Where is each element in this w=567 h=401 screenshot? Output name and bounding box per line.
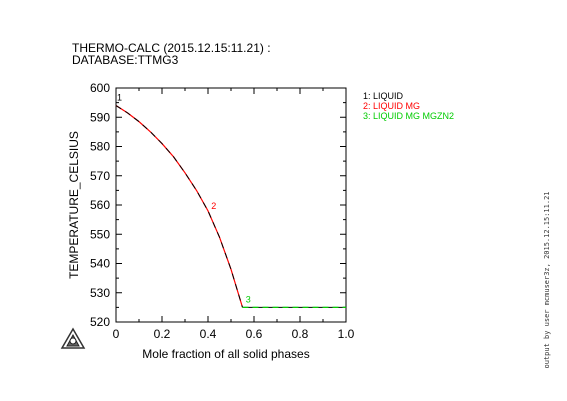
y-tick-label: 600 bbox=[90, 81, 110, 95]
curve-number-label: 3 bbox=[246, 294, 251, 304]
y-tick-label: 530 bbox=[90, 286, 110, 300]
y-tick-label: 580 bbox=[90, 140, 110, 154]
y-tick-label: 570 bbox=[90, 169, 110, 183]
curve-number-label: 1 bbox=[117, 93, 122, 103]
plot-area bbox=[115, 87, 347, 323]
y-tick-label: 540 bbox=[90, 257, 110, 271]
legend-entry: 1: LIQUID bbox=[363, 91, 404, 101]
legend-entry: 3: LIQUID MG MGZN2 bbox=[363, 111, 454, 121]
series-layer: 1 2 3 bbox=[115, 93, 346, 308]
output-info-text: output by user mcmuser3z, 2015.12.15:11.… bbox=[543, 191, 551, 368]
legend-entry: 2: LIQUID MG bbox=[363, 101, 420, 111]
y-tick-label: 520 bbox=[90, 315, 110, 329]
y-tick-label: 560 bbox=[90, 198, 110, 212]
plot-frame bbox=[115, 87, 347, 323]
curve-number-label: 2 bbox=[211, 201, 216, 211]
series-line-liquid-mg bbox=[115, 105, 244, 308]
x-tick-label: 0.2 bbox=[154, 327, 171, 341]
y-tick-label: 590 bbox=[90, 110, 110, 124]
x-tick-label: 0 bbox=[113, 327, 120, 341]
chart-title-line-1: THERMO-CALC (2015.12.15:11.21) : bbox=[72, 41, 271, 55]
x-tick-label: 0.4 bbox=[200, 327, 217, 341]
x-tick-label: 0.6 bbox=[246, 327, 263, 341]
x-axis: 0 0.2 0.4 0.6 0.8 1.0 bbox=[113, 88, 355, 341]
thermo-calc-logo bbox=[60, 327, 86, 349]
x-axis-label: Mole fraction of all solid phases bbox=[142, 347, 309, 361]
series-line-liquid bbox=[115, 105, 243, 308]
y-axis-label: TEMPERATURE_CELSIUS bbox=[67, 131, 81, 279]
y-axis: 520 530 540 550 560 570 580 590 600 bbox=[90, 81, 346, 329]
y-tick-label: 550 bbox=[90, 227, 110, 241]
chart-title-line-2: DATABASE:TTMG3 bbox=[72, 53, 179, 67]
x-tick-label: 1.0 bbox=[338, 327, 355, 341]
x-tick-label: 0.8 bbox=[292, 327, 309, 341]
